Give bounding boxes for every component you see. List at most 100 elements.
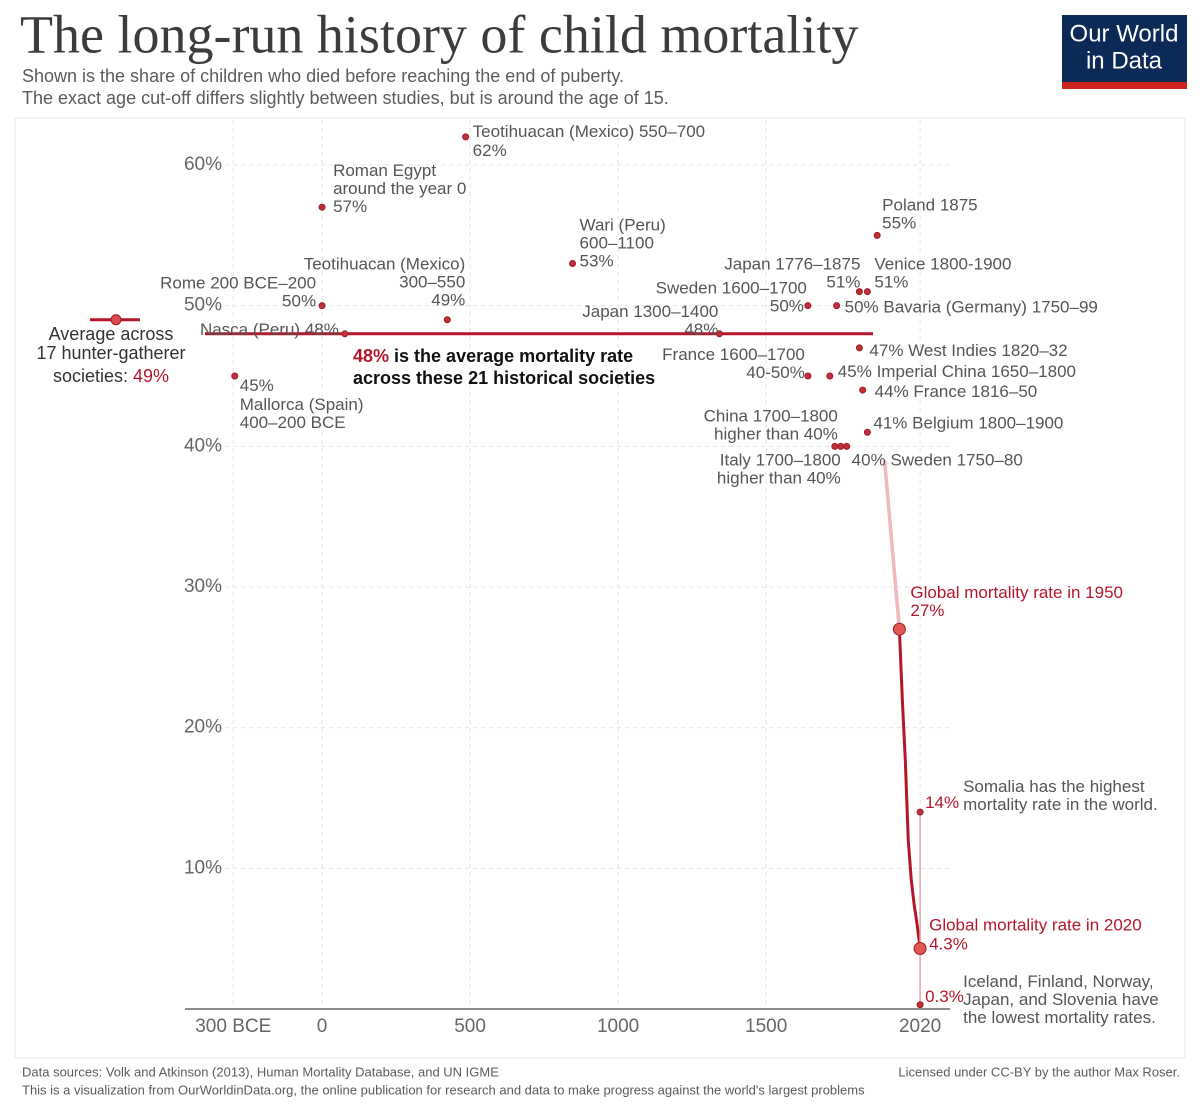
extreme-label-part: Iceland, Finland, Norway, bbox=[963, 972, 1154, 991]
extreme-label: Japan, and Slovenia have bbox=[963, 990, 1159, 1009]
point-label-part: Poland 1875 bbox=[882, 196, 977, 215]
license: Licensed under CC-BY by the author Max R… bbox=[898, 1064, 1180, 1079]
point bbox=[341, 330, 349, 338]
point-label-part: 44% bbox=[875, 383, 909, 402]
point-value-label: 62% bbox=[473, 141, 507, 160]
point bbox=[855, 344, 863, 352]
point-value-label: 49% bbox=[431, 291, 465, 310]
point-label: Roman Egypt bbox=[333, 162, 436, 181]
extreme-label-part: Japan, and Slovenia have bbox=[963, 990, 1159, 1009]
point-label: 50% Bavaria (Germany) 1750–99 bbox=[845, 298, 1098, 317]
point-label-part: Nasca (Peru) bbox=[200, 320, 300, 339]
highlight bbox=[892, 622, 906, 636]
point-value-label-part: 51% bbox=[826, 273, 860, 292]
point bbox=[833, 302, 841, 310]
point-value-label-part: 48% bbox=[684, 320, 718, 339]
point bbox=[863, 428, 871, 436]
point bbox=[859, 386, 867, 394]
highlight-value-label-part: 27% bbox=[910, 602, 944, 621]
logo-box bbox=[1062, 15, 1187, 89]
point-label-part: Bavaria (Germany) 1750–99 bbox=[883, 298, 1098, 317]
point-value-label-part: 62% bbox=[473, 141, 507, 160]
chart-title: The long-run history of child mortality bbox=[20, 4, 858, 64]
x-tick-label: 0 bbox=[317, 1016, 328, 1037]
extreme bbox=[916, 808, 924, 816]
sources: Data sources: Volk and Atkinson (2013), … bbox=[22, 1064, 499, 1079]
point bbox=[837, 442, 845, 450]
point-label-part: China 1700–1800 bbox=[704, 407, 838, 426]
point-value-label-part: 51% bbox=[874, 273, 908, 292]
point-value-label-part: 57% bbox=[333, 198, 367, 217]
highlight-label-part: Global mortality rate in 2020 bbox=[929, 916, 1142, 935]
x-tick-label: 500 bbox=[454, 1016, 486, 1037]
point-label-part: Sweden 1750–80 bbox=[890, 451, 1022, 470]
point-label: Wari (Peru) bbox=[580, 216, 666, 235]
highlight-label: Global mortality rate in 2020 bbox=[929, 916, 1142, 935]
point-value-label: 51% bbox=[826, 273, 860, 292]
point-value-label: higher than 40% bbox=[714, 425, 838, 444]
point-label-part: Rome 200 BCE–200 bbox=[160, 274, 316, 293]
point-label: Mallorca (Spain) bbox=[240, 395, 364, 414]
point-value-label: 57% bbox=[333, 198, 367, 217]
hunter-gatherer-label: Average across bbox=[49, 324, 174, 344]
x-tick-label: 1500 bbox=[745, 1016, 787, 1037]
point-value-label-part: 50% bbox=[770, 297, 804, 316]
extreme-value-label-part: 0.3% bbox=[925, 987, 964, 1006]
logo-text: in Data bbox=[1086, 47, 1163, 74]
point-value-label: higher than 40% bbox=[717, 469, 841, 488]
average-label: 48% is the average mortality rate bbox=[353, 346, 633, 366]
point bbox=[873, 231, 881, 239]
point bbox=[855, 288, 863, 296]
point bbox=[863, 288, 871, 296]
extreme-label: Somalia has the highest bbox=[963, 778, 1145, 797]
x-tick-label: 300 BCE bbox=[195, 1016, 271, 1037]
point-value-label: 50% bbox=[282, 292, 316, 311]
point-label: Venice 1800-1900 bbox=[874, 255, 1011, 274]
plot-panel bbox=[14, 117, 1186, 1059]
point-label: Japan 1776–1875 bbox=[724, 255, 860, 274]
hunter-gatherer-label-part: 49% bbox=[133, 366, 169, 386]
point-value-label-part: higher than 40% bbox=[717, 469, 841, 488]
point-value-label: 53% bbox=[580, 252, 614, 271]
point-label: China 1700–1800 bbox=[704, 407, 838, 426]
highlight-value-label-part: 4.3% bbox=[929, 935, 968, 954]
point-value-label-part: higher than 40% bbox=[714, 425, 838, 444]
point-label-part: Teotihuacan (Mexico) 550–700 bbox=[473, 122, 705, 141]
logo-text: Our World bbox=[1070, 20, 1179, 47]
point-label-part: Imperial China 1650–1800 bbox=[877, 362, 1076, 381]
hunter-gatherer-label: 17 hunter-gatherer bbox=[36, 343, 185, 363]
extreme-label: mortality rate in the world. bbox=[963, 796, 1158, 815]
point bbox=[831, 442, 839, 450]
point-label: Teotihuacan (Mexico) bbox=[304, 255, 466, 274]
point-label: around the year 0 bbox=[333, 180, 466, 199]
global-line-fade bbox=[882, 460, 902, 630]
average-label-part: 48% bbox=[353, 346, 389, 366]
extreme-value-label: 0.3% bbox=[925, 987, 964, 1006]
point bbox=[804, 372, 812, 380]
point-label: Italy 1700–1800 bbox=[720, 451, 841, 470]
logo-bar bbox=[1062, 82, 1187, 89]
point-label-part: 41% bbox=[873, 414, 907, 433]
point-label-part: 40% bbox=[852, 451, 886, 470]
highlight-value-label: 4.3% bbox=[929, 935, 968, 954]
point-value-label-part: 50% bbox=[282, 292, 316, 311]
point-label: Teotihuacan (Mexico) 550–700 bbox=[473, 122, 705, 141]
extreme-value-label: 14% bbox=[925, 794, 959, 813]
extreme-label-part: Somalia has the highest bbox=[963, 778, 1145, 797]
subtitle: The exact age cut-off differs slightly b… bbox=[22, 88, 669, 108]
highlight-label: Global mortality rate in 1950 bbox=[910, 584, 1123, 603]
point-value-label-part: 55% bbox=[882, 214, 916, 233]
x-tick-label: 2020 bbox=[899, 1016, 941, 1037]
extreme bbox=[916, 1001, 924, 1009]
point-label-part: Teotihuacan (Mexico) bbox=[304, 255, 466, 274]
extreme-label-part: the lowest mortality rates. bbox=[963, 1008, 1156, 1027]
point-label-part: France 1600–1700 bbox=[662, 345, 805, 364]
point-label-part: around the year 0 bbox=[333, 180, 466, 199]
average-label-part: is the average mortality rate bbox=[394, 346, 633, 366]
global-line bbox=[883, 460, 922, 949]
y-tick-label: 50% bbox=[184, 295, 222, 316]
point-label-part: Wari (Peru) bbox=[580, 216, 666, 235]
point-label: Poland 1875 bbox=[882, 196, 977, 215]
point bbox=[826, 372, 834, 380]
